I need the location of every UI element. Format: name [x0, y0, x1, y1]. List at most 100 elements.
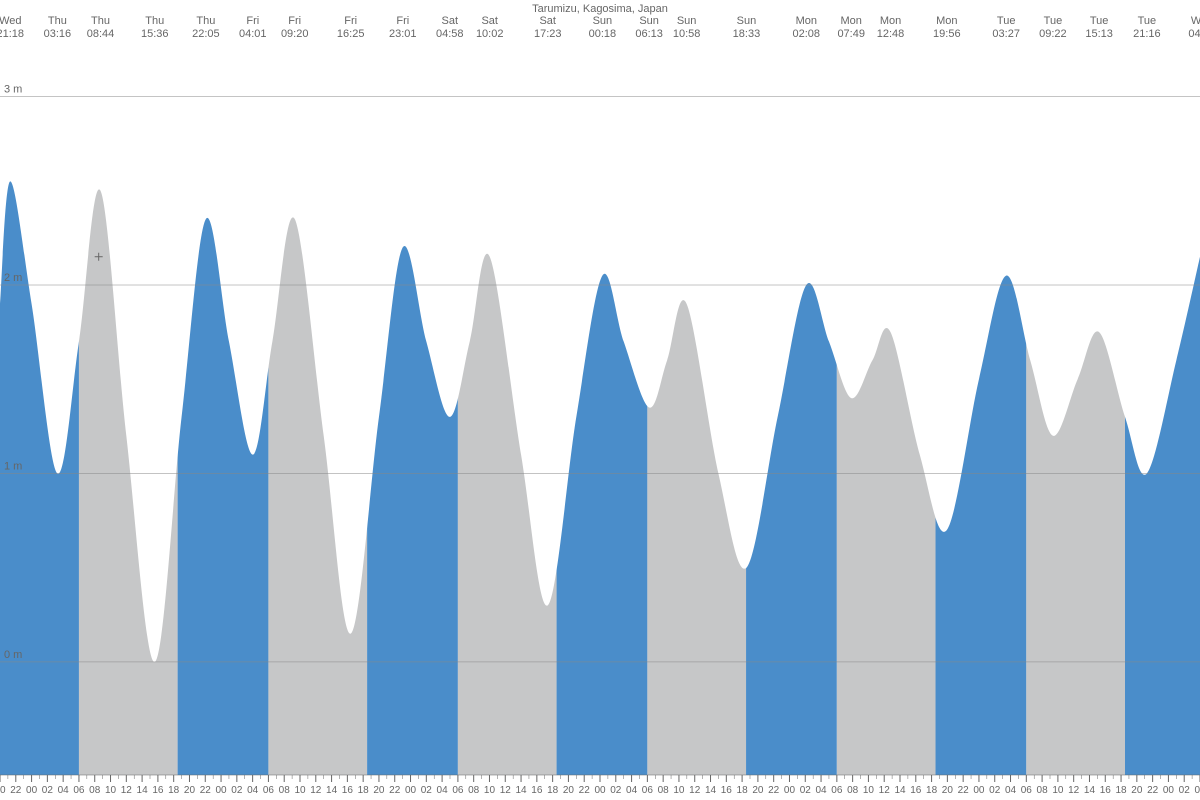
y-axis-label: 3 m — [4, 84, 22, 96]
top-label-time: 04:01 — [239, 28, 267, 40]
top-label-day: Mon — [841, 15, 862, 27]
x-axis-label: 10 — [105, 785, 117, 796]
x-axis-label: 08 — [89, 785, 101, 796]
x-axis-label: 06 — [642, 785, 654, 796]
top-label-time: 10:58 — [673, 28, 701, 40]
top-label-time: 21:16 — [1133, 28, 1161, 40]
x-axis-label: 04 — [247, 785, 259, 796]
top-label-time: 23:01 — [389, 28, 417, 40]
x-axis-label: 12 — [121, 785, 133, 796]
top-label-day: Mon — [880, 15, 901, 27]
x-axis-label: 16 — [721, 785, 733, 796]
top-label-day: Tue — [997, 15, 1016, 27]
top-label-day: Tue — [1138, 15, 1157, 27]
x-axis-label: 22 — [579, 785, 591, 796]
x-axis-label: 14 — [1084, 785, 1096, 796]
top-label-time: 03:16 — [44, 28, 72, 40]
x-axis-label: 06 — [1021, 785, 1033, 796]
x-axis-label: 04 — [1194, 785, 1200, 796]
x-axis-label: 20 — [752, 785, 764, 796]
x-axis-label: 06 — [263, 785, 275, 796]
top-label-time: 08:44 — [87, 28, 115, 40]
x-axis-label: 12 — [879, 785, 891, 796]
x-axis-label: 12 — [500, 785, 512, 796]
tide-chart: 0 m 1 m 2 m 3 m Tarumizu, Kagosima, Japan Wed… — [0, 0, 1200, 800]
x-axis-label: 04 — [1005, 785, 1017, 796]
top-label-time: 00:18 — [589, 28, 617, 40]
top-label-time: 10:02 — [476, 28, 504, 40]
top-label-time: 06:13 — [635, 28, 663, 40]
x-axis-label: 22 — [958, 785, 970, 796]
x-axis-label: 16 — [531, 785, 543, 796]
x-axis-label: 00 — [594, 785, 606, 796]
top-label-day: Fri — [344, 15, 357, 27]
x-axis-label: 04 — [626, 785, 638, 796]
x-axis-label: 00 — [26, 785, 38, 796]
top-label-time: 15:13 — [1085, 28, 1113, 40]
top-label-time: 09:22 — [1039, 28, 1067, 40]
x-axis-label: 04 — [58, 785, 70, 796]
top-label-time: 04:16 — [1188, 28, 1200, 40]
x-axis-label: 18 — [926, 785, 938, 796]
top-label-time: 03:27 — [992, 28, 1020, 40]
top-label-day: Sun — [593, 15, 613, 27]
x-axis-label: 04 — [437, 785, 449, 796]
x-axis-label: 18 — [358, 785, 370, 796]
top-label-day: Wed — [0, 15, 21, 27]
x-axis-label: 12 — [310, 785, 322, 796]
y-axis-label: 1 m — [4, 460, 22, 472]
top-label-time: 02:08 — [793, 28, 821, 40]
top-label-day: Wed — [1191, 15, 1200, 27]
x-axis-label: 04 — [815, 785, 827, 796]
top-label-time: 07:49 — [837, 28, 865, 40]
chart-title: Tarumizu, Kagosima, Japan — [532, 3, 668, 15]
top-label-time: 09:20 — [281, 28, 309, 40]
top-label-day: Thu — [196, 15, 215, 27]
x-axis-label: 14 — [894, 785, 906, 796]
x-axis-label: 10 — [673, 785, 685, 796]
x-axis-label: 14 — [137, 785, 149, 796]
x-axis-label: 22 — [200, 785, 212, 796]
top-label-day: Fri — [396, 15, 409, 27]
x-axis-label: 22 — [768, 785, 780, 796]
x-axis-label: 00 — [784, 785, 796, 796]
top-label-day: Sat — [442, 15, 459, 27]
y-axis-label: 2 m — [4, 272, 22, 284]
y-axis-label: 0 m — [4, 649, 22, 661]
x-axis-label: 02 — [231, 785, 243, 796]
x-axis-label: 16 — [152, 785, 164, 796]
x-axis-label: 14 — [326, 785, 338, 796]
x-axis-label: 02 — [42, 785, 54, 796]
x-axis-label: 02 — [1179, 785, 1191, 796]
top-label-day: Fri — [288, 15, 301, 27]
top-label-time: 21:18 — [0, 28, 24, 40]
x-axis-label: 14 — [515, 785, 527, 796]
x-axis-label: 20 — [0, 785, 6, 796]
x-axis-label: 18 — [547, 785, 559, 796]
top-label-time: 16:25 — [337, 28, 365, 40]
x-axis-label: 10 — [863, 785, 875, 796]
x-axis-label: 16 — [1100, 785, 1112, 796]
x-axis-label: 22 — [10, 785, 22, 796]
x-axis-label: 18 — [168, 785, 180, 796]
x-axis-label: 10 — [484, 785, 496, 796]
x-axis-label: 14 — [705, 785, 717, 796]
x-axis-label: 16 — [342, 785, 354, 796]
top-label-day: Mon — [796, 15, 817, 27]
x-axis-label: 08 — [468, 785, 480, 796]
x-axis-label: 20 — [942, 785, 954, 796]
x-axis-label: 20 — [563, 785, 575, 796]
top-label-day: Sun — [639, 15, 659, 27]
x-axis-label: 06 — [452, 785, 464, 796]
x-axis-label: 00 — [1163, 785, 1175, 796]
top-label-time: 12:48 — [877, 28, 905, 40]
x-axis-label: 08 — [658, 785, 670, 796]
chart-svg: 0 m 1 m 2 m 3 m Tarumizu, Kagosima, Japan Wed… — [0, 0, 1200, 800]
top-label-time: 04:58 — [436, 28, 464, 40]
x-axis-label: 00 — [215, 785, 227, 796]
x-axis-label: 02 — [800, 785, 812, 796]
x-axis-label: 22 — [1147, 785, 1159, 796]
x-axis-label: 08 — [279, 785, 291, 796]
x-axis-label: 02 — [989, 785, 1001, 796]
x-axis-label: 06 — [73, 785, 85, 796]
